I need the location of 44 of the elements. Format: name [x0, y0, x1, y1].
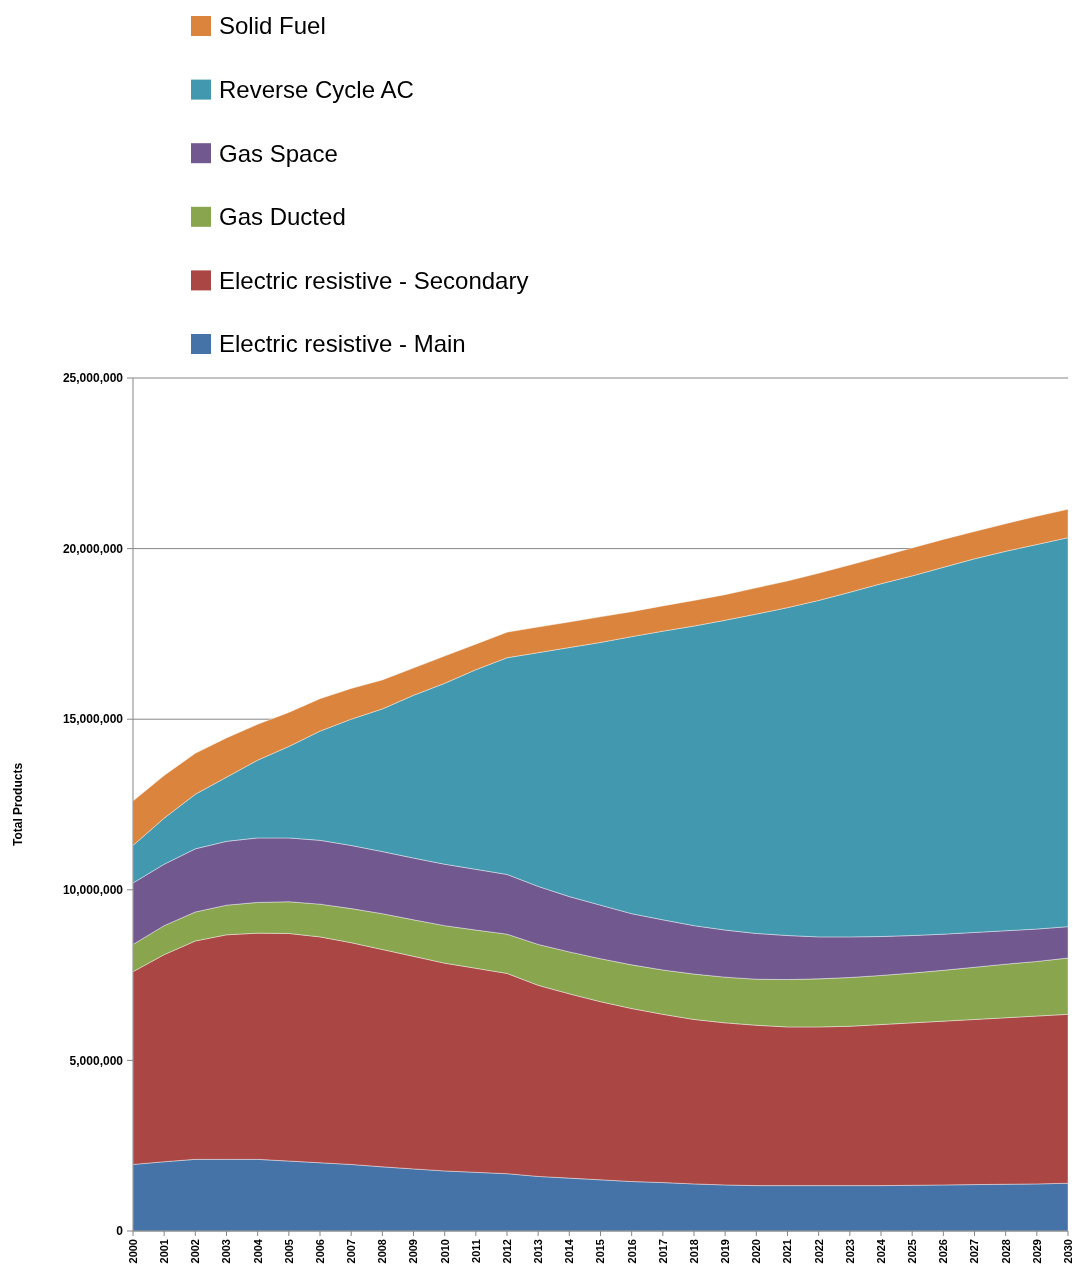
x-tick-label: 2004: [251, 1238, 264, 1264]
x-tick-label: 2012: [500, 1239, 513, 1264]
x-tick-label: 2006: [313, 1239, 326, 1264]
y-tick-label: 5,000,000: [69, 1053, 124, 1068]
legend-label: Solid Fuel: [219, 12, 326, 40]
x-tick-label: 2003: [220, 1239, 233, 1264]
x-tick-label: 2019: [719, 1239, 732, 1264]
x-tick-label: 2028: [999, 1239, 1012, 1264]
x-tick-label: 2002: [189, 1239, 202, 1264]
x-tick-label: 2025: [906, 1239, 919, 1264]
legend-label: Gas Space: [219, 139, 338, 167]
x-tick-label: 2008: [376, 1239, 389, 1264]
y-axis-title: Total Products: [11, 762, 25, 847]
x-tick-label: 2020: [750, 1239, 763, 1264]
x-tick-label: 2030: [1061, 1239, 1074, 1264]
y-tick-label: 20,000,000: [62, 541, 124, 556]
x-tick-label: 2027: [968, 1239, 981, 1264]
x-tick-label: 2007: [345, 1239, 358, 1264]
x-tick-label: 2010: [438, 1239, 451, 1264]
x-tick-label: 2024: [874, 1238, 887, 1264]
y-tick-label: 10,000,000: [62, 883, 124, 897]
x-tick-label: 2018: [687, 1239, 700, 1264]
y-tick-label: 15,000,000: [62, 712, 124, 727]
x-tick-label: 2001: [158, 1239, 171, 1264]
x-tick-label: 2009: [407, 1239, 420, 1264]
x-tick-label: 2015: [594, 1239, 607, 1264]
x-tick-label: 2005: [282, 1239, 295, 1264]
x-tick-label: 2023: [843, 1239, 856, 1264]
legend-label: Electric resistive - Secondary: [219, 266, 529, 294]
x-tick-label: 2026: [937, 1239, 950, 1264]
x-tick-label: 2029: [1030, 1239, 1043, 1264]
x-tick-label: 2011: [469, 1239, 482, 1263]
y-tick-label: 0: [116, 1224, 124, 1239]
y-tick-label: 25,000,000: [62, 371, 124, 386]
x-tick-label: 2017: [656, 1239, 669, 1264]
x-tick-label: 2016: [625, 1239, 638, 1264]
x-tick-label: 2000: [126, 1239, 139, 1264]
legend-label: Reverse Cycle AC: [219, 76, 414, 103]
x-tick-label: 2022: [812, 1239, 825, 1264]
x-tick-label: 2021: [781, 1239, 794, 1264]
legend-label: Electric resistive - Main: [219, 330, 466, 358]
x-tick-label: 2014: [563, 1238, 576, 1264]
x-tick-label: 2013: [532, 1239, 545, 1264]
legend-label: Gas Ducted: [219, 203, 346, 231]
